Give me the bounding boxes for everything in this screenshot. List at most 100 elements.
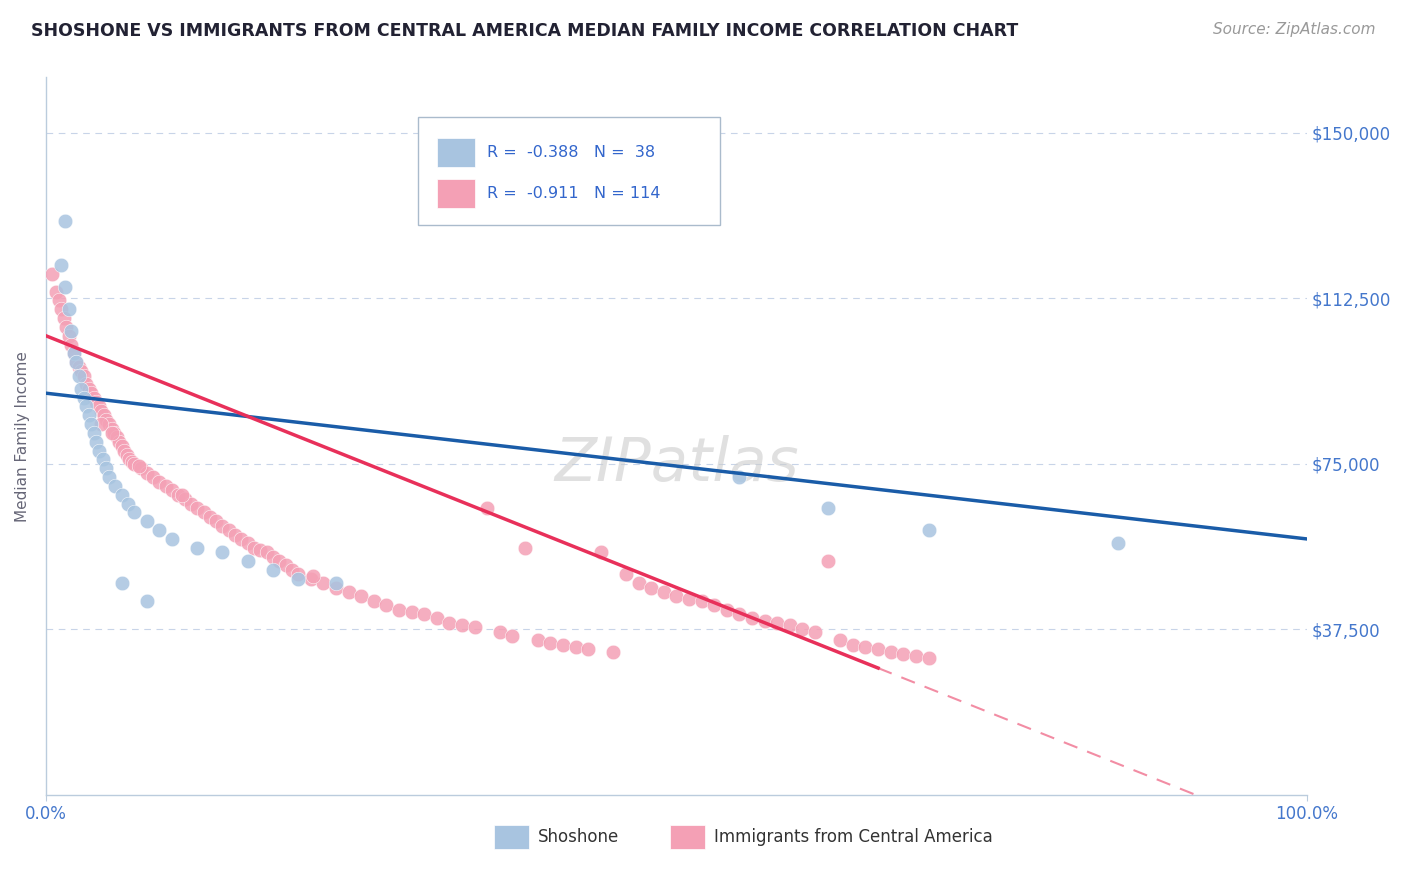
Point — [180, 497, 202, 511]
Point — [60, 337, 83, 351]
Point — [652, 585, 675, 599]
Point — [65, 355, 87, 369]
Point — [62, 346, 84, 360]
Point — [98, 470, 121, 484]
Point — [325, 576, 347, 591]
Point — [117, 497, 139, 511]
Point — [48, 293, 70, 308]
Point — [111, 439, 134, 453]
Point — [83, 391, 105, 405]
Point — [75, 400, 97, 414]
Point — [115, 448, 138, 462]
Point — [501, 629, 523, 643]
Point — [160, 483, 183, 498]
Point — [231, 532, 253, 546]
Point — [375, 598, 398, 612]
Point — [236, 536, 259, 550]
Point — [754, 614, 776, 628]
Point — [678, 591, 700, 606]
Point — [100, 425, 122, 440]
Point — [489, 624, 512, 639]
Text: Immigrants from Central America: Immigrants from Central America — [714, 828, 993, 846]
Point — [426, 611, 449, 625]
Point — [135, 593, 157, 607]
Point — [779, 618, 801, 632]
Point — [302, 569, 325, 583]
Point — [538, 636, 561, 650]
Point — [917, 523, 939, 537]
Point — [80, 417, 103, 431]
Point — [96, 413, 118, 427]
Point — [186, 541, 208, 555]
Point — [830, 633, 852, 648]
Point — [142, 470, 165, 484]
Point — [917, 651, 939, 665]
Point — [83, 425, 105, 440]
Point — [218, 523, 240, 537]
Point — [281, 563, 304, 577]
Point — [172, 488, 194, 502]
Point — [91, 452, 114, 467]
Point — [90, 404, 112, 418]
Point — [236, 554, 259, 568]
Point — [70, 364, 93, 378]
Point — [73, 391, 96, 405]
Point — [262, 549, 284, 564]
Point — [60, 324, 83, 338]
Point — [350, 590, 373, 604]
Point — [193, 505, 215, 519]
Text: R =  -0.388   N =  38: R = -0.388 N = 38 — [488, 145, 655, 161]
Point — [262, 563, 284, 577]
Bar — [437, 179, 475, 208]
Point — [53, 280, 76, 294]
Text: Source: ZipAtlas.com: Source: ZipAtlas.com — [1212, 22, 1375, 37]
Point — [167, 488, 190, 502]
Point — [122, 505, 145, 519]
Point — [108, 434, 131, 449]
Bar — [437, 138, 475, 167]
Point — [118, 452, 141, 467]
Bar — [671, 825, 706, 849]
Text: ZIPatlas: ZIPatlas — [554, 435, 799, 494]
Point — [855, 640, 877, 654]
Point — [58, 328, 80, 343]
Point — [93, 409, 115, 423]
Point — [87, 400, 110, 414]
Point — [86, 395, 108, 409]
Point — [49, 258, 72, 272]
Point — [104, 479, 127, 493]
Point — [703, 598, 725, 612]
Point — [690, 593, 713, 607]
Point — [53, 214, 76, 228]
Point — [299, 572, 322, 586]
Bar — [494, 825, 529, 849]
Point — [792, 623, 814, 637]
Point — [513, 541, 536, 555]
Point — [1107, 536, 1129, 550]
Point — [363, 593, 385, 607]
Text: SHOSHONE VS IMMIGRANTS FROM CENTRAL AMERICA MEDIAN FAMILY INCOME CORRELATION CHA: SHOSHONE VS IMMIGRANTS FROM CENTRAL AMER… — [31, 22, 1018, 40]
Point — [122, 457, 145, 471]
Point — [128, 458, 150, 473]
Text: Shoshone: Shoshone — [537, 828, 619, 846]
Point — [891, 647, 914, 661]
Point — [41, 267, 63, 281]
Point — [602, 644, 624, 658]
Point — [173, 492, 195, 507]
Point — [766, 615, 789, 630]
Point — [198, 509, 221, 524]
Point — [121, 455, 143, 469]
Point — [111, 576, 134, 591]
Text: R =  -0.911   N = 114: R = -0.911 N = 114 — [488, 186, 661, 202]
Point — [148, 523, 170, 537]
Point — [439, 615, 461, 630]
Point — [627, 576, 650, 591]
Point — [640, 581, 662, 595]
Point — [100, 421, 122, 435]
Point — [249, 543, 271, 558]
Point — [96, 461, 118, 475]
Point — [868, 642, 890, 657]
Point — [614, 567, 637, 582]
Point — [186, 501, 208, 516]
Point — [111, 488, 134, 502]
